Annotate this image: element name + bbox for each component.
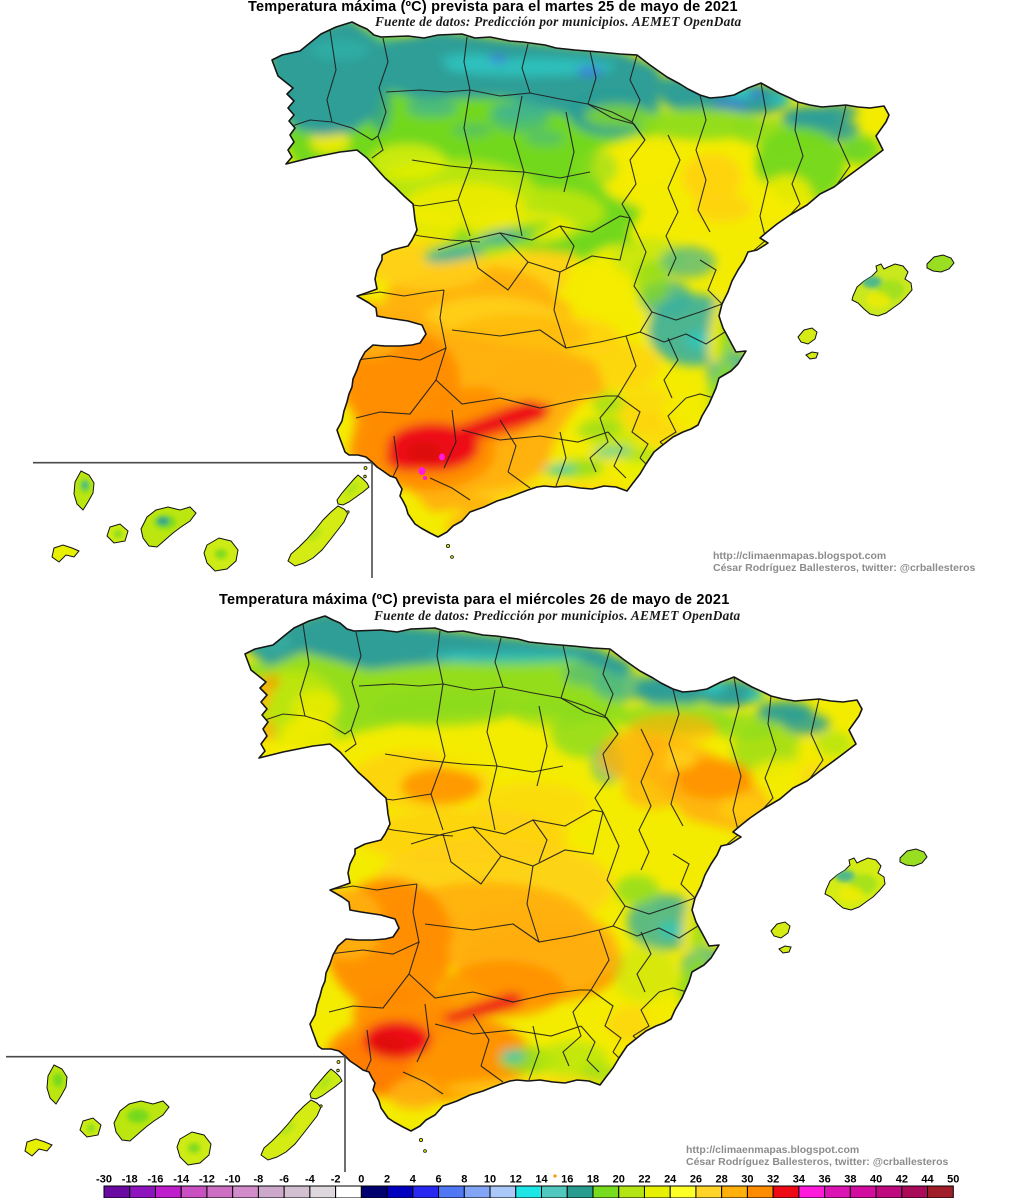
svg-text:4: 4 [410, 1174, 417, 1186]
svg-text:-6: -6 [279, 1174, 289, 1186]
svg-text:26: 26 [690, 1174, 702, 1186]
svg-text:-12: -12 [199, 1174, 215, 1186]
svg-text:32: 32 [767, 1174, 779, 1186]
svg-text:22: 22 [638, 1174, 650, 1186]
svg-text:16: 16 [561, 1174, 573, 1186]
svg-text:8: 8 [461, 1174, 467, 1186]
svg-text:28: 28 [716, 1174, 728, 1186]
svg-text:10: 10 [484, 1174, 496, 1186]
svg-text:12: 12 [510, 1174, 522, 1186]
svg-text:34: 34 [793, 1174, 806, 1186]
svg-text:18: 18 [587, 1174, 599, 1186]
svg-text:-4: -4 [305, 1174, 316, 1186]
svg-text:0: 0 [358, 1174, 364, 1186]
svg-text:24: 24 [664, 1174, 677, 1186]
svg-text:38: 38 [844, 1174, 856, 1186]
svg-text:-10: -10 [225, 1174, 241, 1186]
svg-text:6: 6 [436, 1174, 442, 1186]
svg-text:50: 50 [947, 1174, 959, 1186]
svg-text:-14: -14 [173, 1174, 190, 1186]
svg-text:-16: -16 [148, 1174, 164, 1186]
svg-text:14: 14 [535, 1174, 548, 1186]
svg-text:2: 2 [384, 1174, 390, 1186]
svg-text:-8: -8 [254, 1174, 264, 1186]
svg-text:44: 44 [921, 1174, 934, 1186]
svg-text:-2: -2 [331, 1174, 341, 1186]
svg-text:42: 42 [896, 1174, 908, 1186]
svg-text:-18: -18 [122, 1174, 138, 1186]
svg-text:36: 36 [818, 1174, 830, 1186]
svg-text:30: 30 [741, 1174, 753, 1186]
svg-text:20: 20 [613, 1174, 625, 1186]
svg-text:-30: -30 [96, 1174, 112, 1186]
svg-text:40: 40 [870, 1174, 882, 1186]
